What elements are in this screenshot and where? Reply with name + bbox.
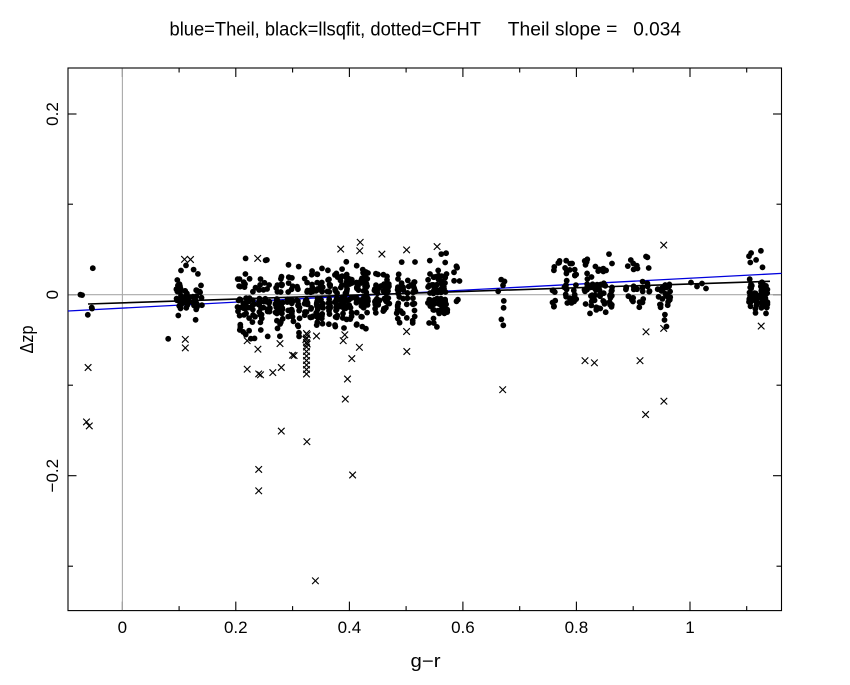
svg-text:0.4: 0.4: [338, 618, 362, 637]
svg-text:0.8: 0.8: [565, 618, 589, 637]
svg-text:Δzp: Δzp: [17, 326, 37, 354]
svg-text:0.2: 0.2: [43, 102, 62, 126]
svg-text:0.6: 0.6: [451, 618, 475, 637]
svg-text:Theil slope =: Theil slope =: [508, 20, 618, 41]
svg-text:blue=Theil, black=llsqfit, dot: blue=Theil, black=llsqfit, dotted=CFHT: [170, 20, 482, 41]
svg-text:1: 1: [685, 618, 694, 637]
svg-text:−0.2: −0.2: [43, 459, 62, 493]
svg-text:0: 0: [118, 618, 127, 637]
svg-text:0: 0: [43, 290, 62, 299]
svg-text:g−r: g−r: [411, 651, 441, 671]
svg-text:0.034: 0.034: [633, 20, 681, 41]
svg-text:0.2: 0.2: [224, 618, 248, 637]
